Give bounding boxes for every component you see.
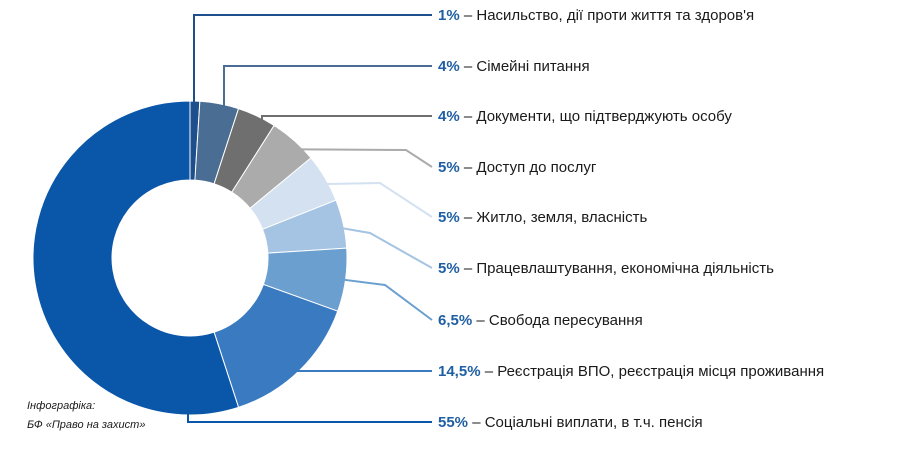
- leader-line-9: [187, 407, 432, 423]
- category-label: – Доступ до послуг: [460, 159, 597, 176]
- value-label: 4%: [438, 108, 460, 125]
- value-label: 14,5%: [438, 363, 481, 380]
- value-label: 5%: [438, 209, 460, 226]
- category-label: – Реєстрація ВПО, реєстрація місця прожи…: [481, 363, 825, 380]
- donut-slice-9: [32, 100, 240, 416]
- leader-line-5: [314, 181, 433, 218]
- legend-label-5: 5% – Житло, земля, власність: [438, 209, 648, 226]
- legend-label-7: 6,5% – Свобода пересування: [438, 312, 643, 329]
- value-label: 1%: [438, 7, 460, 24]
- value-label: 6,5%: [438, 312, 472, 329]
- legend-label-6: 5% – Працевлаштування, економічна діяльн…: [438, 260, 774, 277]
- legend-label-3: 4% – Документи, що підтверджують особу: [438, 108, 732, 125]
- legend-label-9: 55% – Соціальні виплати, в т.ч. пенсія: [438, 414, 703, 431]
- category-label: – Документи, що підтверджують особу: [460, 108, 733, 125]
- leader-line-1: [193, 14, 432, 178]
- credit-line-1: Інфографіка:: [27, 400, 96, 412]
- value-label: 5%: [438, 159, 460, 176]
- leader-line-3: [261, 115, 432, 124]
- leader-line-2: [223, 65, 432, 109]
- category-label: – Свобода пересування: [472, 312, 643, 329]
- leader-line-4: [285, 148, 433, 168]
- credit-line-2: БФ «Право на захист»: [27, 419, 146, 431]
- category-label: – Соціальні виплати, в т.ч. пенсія: [468, 414, 703, 431]
- category-label: – Насильство, дії проти життя та здоров'…: [460, 7, 754, 24]
- legend-label-4: 5% – Доступ до послуг: [438, 159, 597, 176]
- leader-line-7: [333, 277, 433, 321]
- value-label: 5%: [438, 260, 460, 277]
- value-label: 4%: [438, 58, 460, 75]
- value-label: 55%: [438, 414, 468, 431]
- category-label: – Сімейні питання: [460, 58, 590, 75]
- legend-label-1: 1% – Насильство, дії проти життя та здор…: [438, 7, 754, 24]
- category-label: – Житло, земля, власність: [460, 209, 648, 226]
- leader-line-6: [331, 225, 433, 269]
- category-label: – Працевлаштування, економічна діяльніст…: [460, 260, 774, 277]
- legend-label-2: 4% – Сімейні питання: [438, 58, 590, 75]
- legend-label-8: 14,5% – Реєстрація ВПО, реєстрація місця…: [438, 363, 824, 380]
